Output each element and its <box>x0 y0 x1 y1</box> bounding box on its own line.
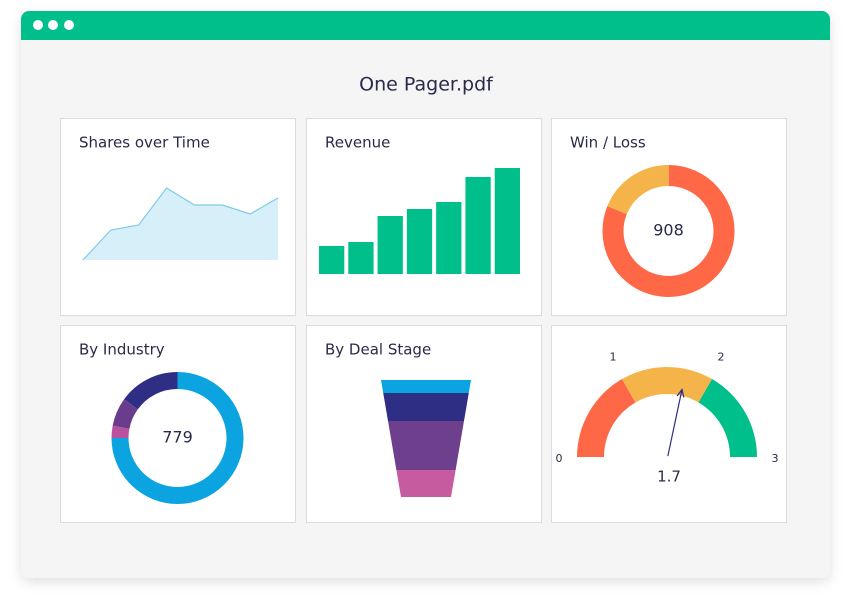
bar <box>465 177 491 274</box>
funnel-stage <box>396 470 456 497</box>
area <box>83 188 278 260</box>
donut-segment <box>112 399 139 430</box>
gauge-needle <box>667 389 683 457</box>
funnel-stage <box>383 393 469 421</box>
donut-segment <box>111 372 244 504</box>
gauge-tick-label: 1 <box>610 350 617 363</box>
window-dot[interactable] <box>48 20 58 30</box>
donut-center-label: 908 <box>653 221 684 240</box>
donut-segment <box>602 165 735 297</box>
area-line <box>82 187 279 261</box>
card-title: Win / Loss <box>570 134 646 152</box>
card-title: Revenue <box>325 134 390 152</box>
funnel-stage <box>381 380 471 393</box>
window-dot[interactable] <box>64 20 74 30</box>
gauge-tick-label: 2 <box>718 350 725 363</box>
funnel-stage <box>388 421 464 470</box>
card-title: By Industry <box>79 341 165 359</box>
gauge-band <box>698 379 757 457</box>
gauge-band <box>577 379 636 457</box>
gauge-value-label: 1.7 <box>657 468 681 486</box>
bar <box>348 242 374 274</box>
gauge-tick-label: 0 <box>556 452 563 465</box>
donut-segment <box>124 372 178 410</box>
donut-center-label: 779 <box>162 428 193 447</box>
donut-segment <box>111 425 130 439</box>
bar <box>319 246 345 274</box>
title-bar <box>21 11 830 40</box>
window-dot[interactable] <box>33 20 43 30</box>
bar <box>494 168 520 274</box>
bar <box>377 216 403 274</box>
bar <box>436 202 462 274</box>
card-title: Shares over Time <box>79 134 210 152</box>
gauge-needle-head <box>676 388 685 398</box>
gauge-band <box>622 366 712 403</box>
gauge-tick-label: 3 <box>772 452 779 465</box>
document-title: One Pager.pdf <box>359 74 494 96</box>
bar <box>406 209 433 274</box>
card-title: By Deal Stage <box>325 341 431 359</box>
donut-segment <box>607 165 670 215</box>
